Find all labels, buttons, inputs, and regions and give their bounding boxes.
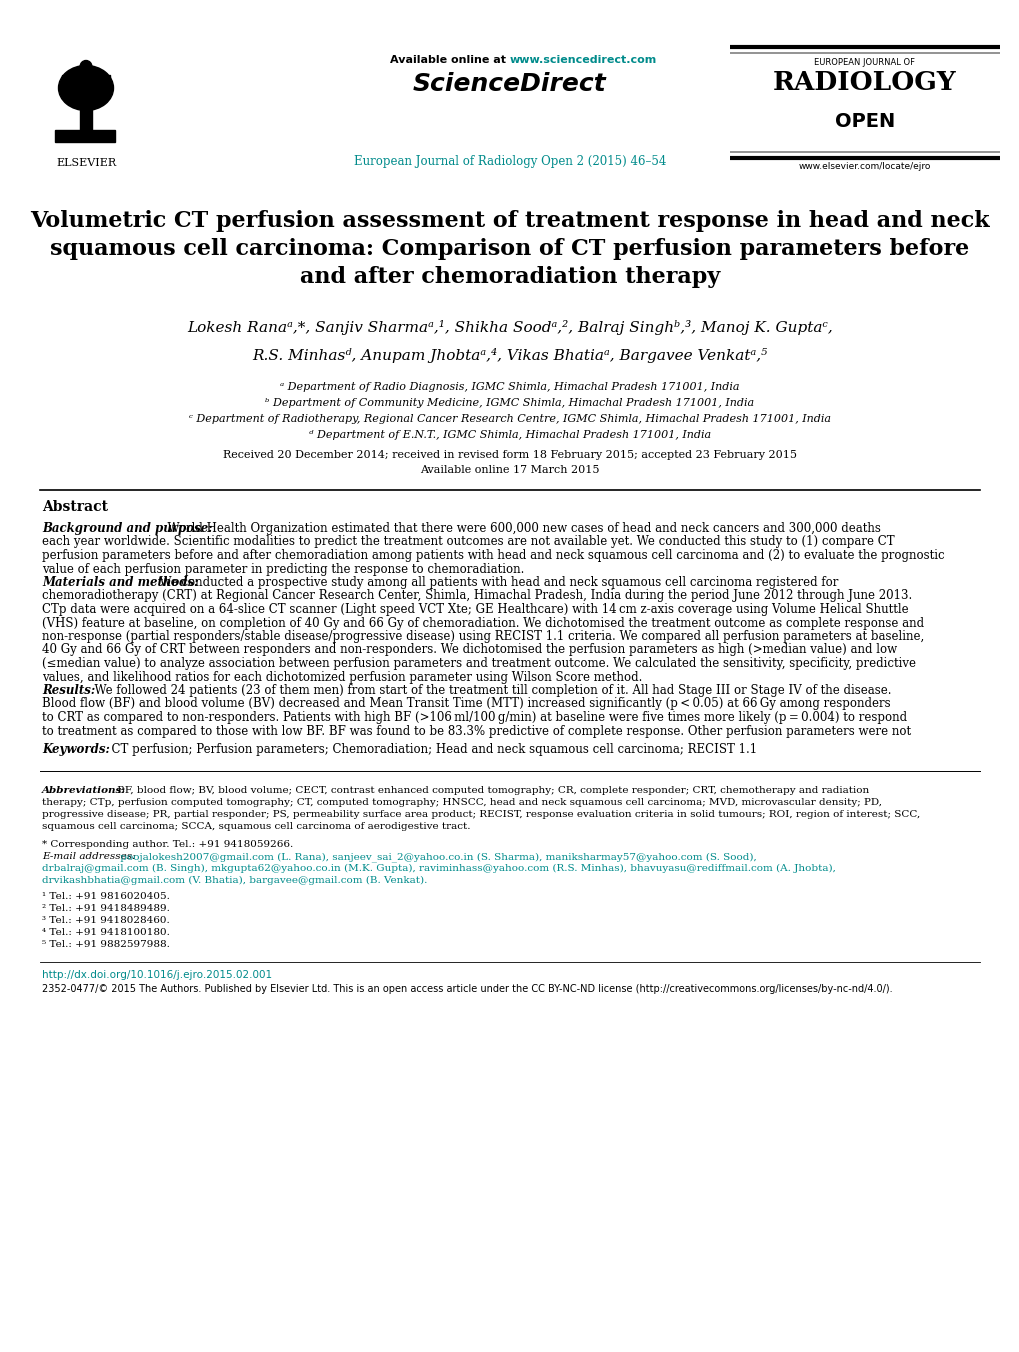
Ellipse shape	[79, 61, 92, 73]
Text: * Corresponding author. Tel.: +91 9418059266.: * Corresponding author. Tel.: +91 941805…	[42, 840, 293, 849]
Text: ᵇ Department of Community Medicine, IGMC Shimla, Himachal Pradesh 171001, India: ᵇ Department of Community Medicine, IGMC…	[265, 397, 754, 408]
Text: ᵈ Department of E.N.T., IGMC Shimla, Himachal Pradesh 171001, India: ᵈ Department of E.N.T., IGMC Shimla, Him…	[309, 430, 710, 439]
Text: RADIOLOGY: RADIOLOGY	[772, 70, 956, 95]
Text: EUROPEAN JOURNAL OF: EUROPEAN JOURNAL OF	[814, 58, 915, 68]
Text: ᵃ Department of Radio Diagnosis, IGMC Shimla, Himachal Pradesh 171001, India: ᵃ Department of Radio Diagnosis, IGMC Sh…	[280, 383, 739, 392]
Text: ¹ Tel.: +91 9816020405.: ¹ Tel.: +91 9816020405.	[42, 892, 170, 900]
Text: http://dx.doi.org/10.1016/j.ejro.2015.02.001: http://dx.doi.org/10.1016/j.ejro.2015.02…	[42, 969, 272, 980]
Text: Available online at: Available online at	[389, 55, 510, 65]
Text: chemoradiotherapy (CRT) at Regional Cancer Research Center, Shimla, Himachal Pra: chemoradiotherapy (CRT) at Regional Canc…	[42, 589, 911, 603]
Text: R.S. Minhasᵈ, Anupam Jhobtaᵃ,⁴, Vikas Bhatiaᵃ, Bargavee Venkatᵃ,⁵: R.S. Minhasᵈ, Anupam Jhobtaᵃ,⁴, Vikas Bh…	[252, 347, 767, 362]
Text: We conducted a prospective study among all patients with head and neck squamous : We conducted a prospective study among a…	[152, 576, 838, 589]
Text: CTp data were acquired on a 64-slice CT scanner (Light speed VCT Xte; GE Healthc: CTp data were acquired on a 64-slice CT …	[42, 603, 908, 617]
Text: 2352-0477/© 2015 The Authors. Published by Elsevier Ltd. This is an open access : 2352-0477/© 2015 The Authors. Published …	[42, 984, 892, 994]
Text: E-mail addresses:: E-mail addresses:	[42, 852, 136, 861]
Bar	[62, 74, 110, 80]
Text: (≤median value) to analyze association between perfusion parameters and treatmen: (≤median value) to analyze association b…	[42, 657, 915, 671]
Text: values, and likelihood ratios for each dichotomized perfusion parameter using Wi: values, and likelihood ratios for each d…	[42, 671, 642, 684]
Text: Available online 17 March 2015: Available online 17 March 2015	[420, 465, 599, 475]
Text: www.elsevier.com/locate/ejro: www.elsevier.com/locate/ejro	[798, 162, 930, 170]
Text: ⁴ Tel.: +91 9418100180.: ⁴ Tel.: +91 9418100180.	[42, 927, 170, 937]
Text: poojalokesh2007@gmail.com (L. Rana), sanjeev_sai_2@yahoo.co.in (S. Sharma), mani: poojalokesh2007@gmail.com (L. Rana), san…	[117, 852, 756, 861]
Text: value of each perfusion parameter in predicting the response to chemoradiation.: value of each perfusion parameter in pre…	[42, 562, 524, 576]
Text: non-response (partial responders/stable disease/progressive disease) using RECIS: non-response (partial responders/stable …	[42, 630, 923, 644]
Text: ᶜ Department of Radiotherapy, Regional Cancer Research Centre, IGMC Shimla, Hima: ᶜ Department of Radiotherapy, Regional C…	[189, 414, 830, 425]
Text: World Health Organization estimated that there were 600,000 new cases of head an: World Health Organization estimated that…	[160, 522, 880, 535]
Bar	[55, 130, 115, 142]
Text: drbalraj@gmail.com (B. Singh), mkgupta62@yahoo.co.in (M.K. Gupta), raviminhass@y: drbalraj@gmail.com (B. Singh), mkgupta62…	[42, 864, 835, 873]
Text: (VHS) feature at baseline, on completion of 40 Gy and 66 Gy of chemoradiation. W: (VHS) feature at baseline, on completion…	[42, 617, 923, 630]
Text: ScienceDirect: ScienceDirect	[413, 72, 606, 96]
Bar	[79, 100, 92, 132]
Text: 40 Gy and 66 Gy of CRT between responders and non-responders. We dichotomised th: 40 Gy and 66 Gy of CRT between responder…	[42, 644, 897, 657]
Text: ² Tel.: +91 9418489489.: ² Tel.: +91 9418489489.	[42, 904, 170, 913]
Text: Abstract: Abstract	[42, 500, 108, 514]
Text: ELSEVIER: ELSEVIER	[56, 158, 116, 168]
Text: ⁵ Tel.: +91 9882597988.: ⁵ Tel.: +91 9882597988.	[42, 940, 170, 949]
Text: www.sciencedirect.com: www.sciencedirect.com	[510, 55, 656, 65]
Text: CT perfusion; Perfusion parameters; Chemoradiation; Head and neck squamous cell : CT perfusion; Perfusion parameters; Chem…	[104, 744, 756, 756]
Text: progressive disease; PR, partial responder; PS, permeability surface area produc: progressive disease; PR, partial respond…	[42, 810, 919, 819]
Text: Background and purpose:: Background and purpose:	[42, 522, 212, 535]
Text: Keywords:: Keywords:	[42, 744, 110, 756]
Ellipse shape	[58, 65, 113, 111]
Text: squamous cell carcinoma; SCCA, squamous cell carcinoma of aerodigestive tract.: squamous cell carcinoma; SCCA, squamous …	[42, 822, 470, 831]
Text: OPEN: OPEN	[835, 112, 895, 131]
Text: perfusion parameters before and after chemoradiation among patients with head an: perfusion parameters before and after ch…	[42, 549, 944, 562]
Text: Blood flow (BF) and blood volume (BV) decreased and Mean Transit Time (MTT) incr: Blood flow (BF) and blood volume (BV) de…	[42, 698, 890, 711]
Text: We followed 24 patients (23 of them men) from start of the treatment till comple: We followed 24 patients (23 of them men)…	[87, 684, 891, 698]
Text: Materials and methods:: Materials and methods:	[42, 576, 199, 589]
Text: ³ Tel.: +91 9418028460.: ³ Tel.: +91 9418028460.	[42, 917, 169, 925]
Text: to CRT as compared to non-responders. Patients with high BF (>106 ml/100 g/min) : to CRT as compared to non-responders. Pa…	[42, 711, 906, 725]
Text: Abbreviations:: Abbreviations:	[42, 786, 126, 795]
Text: to treatment as compared to those with low BF. BF was found to be 83.3% predicti: to treatment as compared to those with l…	[42, 725, 910, 737]
Text: each year worldwide. Scientific modalities to predict the treatment outcomes are: each year worldwide. Scientific modaliti…	[42, 535, 894, 549]
Text: Received 20 December 2014; received in revised form 18 February 2015; accepted 2: Received 20 December 2014; received in r…	[223, 450, 796, 460]
Text: Results:: Results:	[42, 684, 95, 698]
Text: and after chemoradiation therapy: and after chemoradiation therapy	[300, 266, 719, 288]
Text: therapy; CTp, perfusion computed tomography; CT, computed tomography; HNSCC, hea: therapy; CTp, perfusion computed tomogra…	[42, 798, 881, 807]
Text: drvikashbhatia@gmail.com (V. Bhatia), bargavee@gmail.com (B. Venkat).: drvikashbhatia@gmail.com (V. Bhatia), ba…	[42, 876, 427, 886]
Text: Lokesh Ranaᵃ,*, Sanjiv Sharmaᵃ,¹, Shikha Soodᵃ,², Balraj Singhᵇ,³, Manoj K. Gupt: Lokesh Ranaᵃ,*, Sanjiv Sharmaᵃ,¹, Shikha…	[186, 320, 833, 335]
Text: squamous cell carcinoma: Comparison of CT perfusion parameters before: squamous cell carcinoma: Comparison of C…	[50, 238, 969, 260]
Text: Volumetric CT perfusion assessment of treatment response in head and neck: Volumetric CT perfusion assessment of tr…	[31, 210, 988, 233]
Text: European Journal of Radiology Open 2 (2015) 46–54: European Journal of Radiology Open 2 (20…	[354, 155, 665, 168]
Text: BF, blood flow; BV, blood volume; CECT, contrast enhanced computed tomography; C: BF, blood flow; BV, blood volume; CECT, …	[114, 786, 868, 795]
